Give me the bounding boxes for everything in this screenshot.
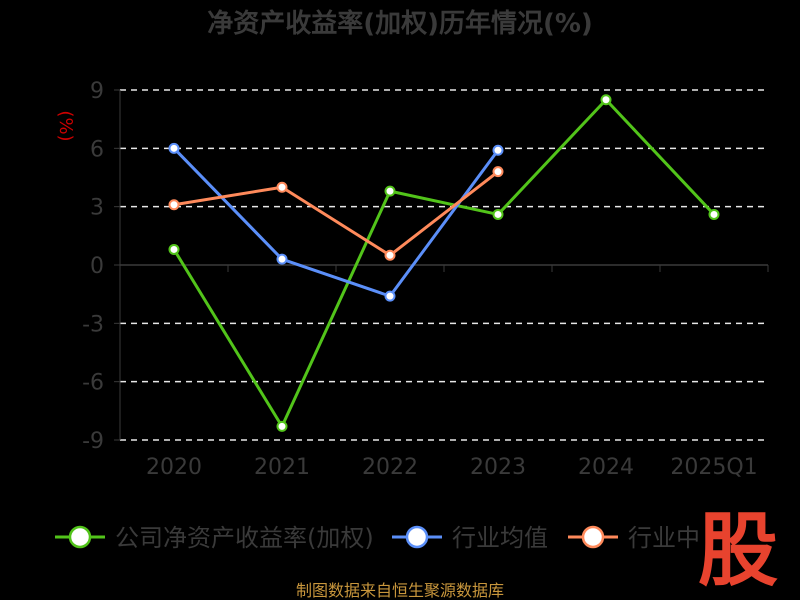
axes: 9 6 3 0 -3 -6 -9 2020 2021 2022 2023 2024 2025Q1 — [82, 79, 769, 480]
series — [168, 94, 720, 432]
data-point[interactable] — [276, 253, 288, 265]
series-line — [172, 147, 500, 298]
data-point[interactable] — [276, 420, 288, 432]
data-point[interactable] — [492, 208, 504, 220]
y-tick-label: 9 — [90, 79, 104, 104]
y-tick-label: 6 — [90, 137, 104, 162]
data-point[interactable] — [600, 94, 612, 106]
legend-marker — [68, 525, 92, 549]
legend: 公司净资产收益率(加权) 行业均值 行业中 — [55, 524, 700, 552]
x-tick-label: 2024 — [578, 455, 634, 480]
x-tick-label: 2025Q1 — [670, 455, 757, 480]
y-axis-unit: (%) — [55, 110, 76, 141]
legend-label: 行业中 — [628, 524, 700, 552]
y-tick-label: -6 — [82, 371, 104, 396]
x-tick-label: 2022 — [362, 455, 418, 480]
y-tick-label: 3 — [90, 196, 104, 221]
data-point[interactable] — [384, 185, 396, 197]
y-tick-label: 0 — [90, 254, 104, 279]
y-tick-label: -9 — [82, 429, 104, 454]
data-point[interactable] — [384, 290, 396, 302]
y-tick-label: -3 — [82, 312, 104, 337]
grid — [120, 89, 768, 441]
data-point[interactable] — [168, 199, 180, 211]
data-point[interactable] — [708, 208, 720, 220]
data-point[interactable] — [384, 249, 396, 261]
data-point[interactable] — [276, 181, 288, 193]
data-point[interactable] — [492, 166, 504, 178]
chart-title: 净资产收益率(加权)历年情况(%) — [207, 8, 593, 39]
data-point[interactable] — [168, 142, 180, 154]
x-tick-label: 2021 — [254, 455, 310, 480]
series-2 — [168, 142, 504, 302]
series-line — [173, 170, 499, 257]
series-1 — [168, 94, 720, 432]
data-point[interactable] — [492, 144, 504, 156]
series-line — [172, 98, 716, 428]
legend-label: 行业均值 — [452, 524, 548, 552]
legend-marker — [405, 525, 429, 549]
brand-logo: 股 — [698, 504, 778, 597]
source-note: 制图数据来自恒生聚源数据库 — [296, 581, 504, 600]
x-tick-label: 2023 — [470, 455, 526, 480]
legend-item[interactable]: 行业中 — [568, 524, 700, 552]
legend-item[interactable]: 公司净资产收益率(加权) — [55, 524, 374, 552]
x-tick-label: 2020 — [146, 455, 202, 480]
legend-label: 公司净资产收益率(加权) — [115, 524, 374, 552]
legend-item[interactable]: 行业均值 — [392, 524, 548, 552]
series-3 — [168, 166, 504, 261]
legend-marker — [581, 525, 605, 549]
data-point[interactable] — [168, 243, 180, 255]
